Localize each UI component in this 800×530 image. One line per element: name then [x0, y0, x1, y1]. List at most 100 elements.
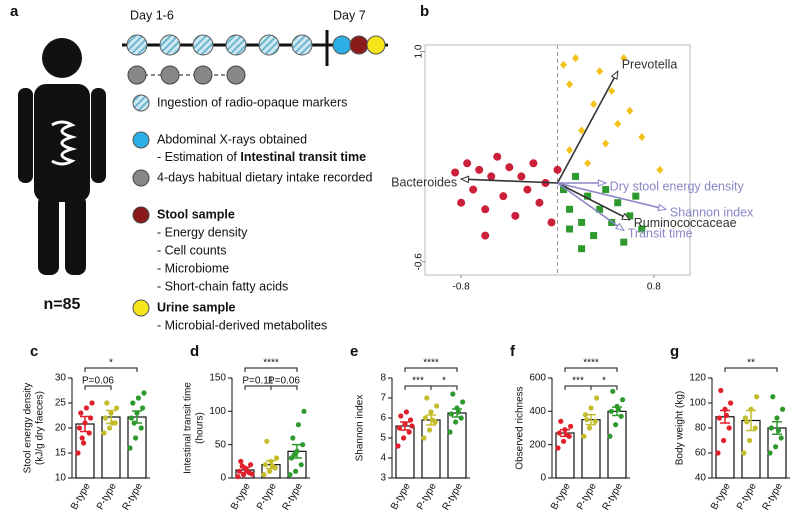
- point: [434, 403, 440, 409]
- legend-text: - Cell counts: [157, 243, 226, 257]
- y-tick-label: 3: [380, 473, 386, 484]
- point: [774, 415, 780, 421]
- point: [566, 225, 574, 233]
- point: [578, 126, 586, 135]
- point: [620, 238, 628, 246]
- point: [290, 435, 296, 441]
- point: [610, 388, 616, 394]
- point: [505, 163, 514, 172]
- point: [594, 395, 600, 401]
- bar: [395, 425, 415, 479]
- point: [401, 435, 407, 441]
- legend-text: - Estimation of: [157, 150, 240, 164]
- point: [403, 409, 409, 415]
- point: [587, 425, 593, 431]
- vector: [557, 182, 625, 231]
- y-tick-label: 600: [529, 373, 546, 384]
- significance-label: *: [109, 358, 113, 369]
- error-bar: [106, 409, 116, 425]
- point: [447, 429, 453, 435]
- point: [135, 395, 141, 401]
- point: [78, 410, 84, 416]
- x-tick-label: B-type: [709, 481, 733, 512]
- significance-label: *: [602, 376, 606, 387]
- panel-label: a: [10, 3, 19, 20]
- point: [140, 405, 146, 411]
- x-tick-label: P-type: [415, 481, 439, 512]
- legend-text: - Microbiome: [157, 261, 229, 275]
- point: [395, 443, 401, 449]
- significance-bracket: [430, 385, 458, 390]
- y-tick-label: 80: [695, 423, 707, 434]
- y-tick-label: 25: [55, 398, 67, 409]
- point: [752, 425, 758, 431]
- point: [298, 462, 304, 468]
- error-bar: [746, 409, 756, 432]
- point: [566, 80, 574, 89]
- point: [517, 172, 526, 181]
- point: [632, 192, 640, 200]
- legend-text: - Short-chain fatty acids: [157, 279, 288, 293]
- point: [584, 417, 590, 423]
- point: [607, 433, 613, 439]
- point: [427, 427, 433, 433]
- point: [301, 408, 307, 414]
- point: [428, 409, 434, 415]
- point: [529, 159, 538, 168]
- point: [450, 391, 456, 397]
- point: [716, 415, 723, 421]
- point: [578, 245, 586, 253]
- error-bar: [400, 421, 410, 431]
- point: [602, 139, 610, 148]
- point: [572, 54, 580, 63]
- point: [300, 442, 306, 448]
- point: [287, 472, 293, 478]
- error-bar: [586, 413, 596, 426]
- y-tick-label: 1.0: [414, 44, 425, 58]
- point: [768, 425, 775, 431]
- legend-text: - Microbial-derived metabolites: [157, 318, 327, 332]
- point: [409, 423, 415, 429]
- y-tick-label: 6: [380, 413, 386, 424]
- point: [235, 474, 241, 480]
- y-axis-label: (hours): [195, 412, 206, 444]
- person-silhouette: [18, 38, 106, 275]
- error-bar: [132, 410, 142, 424]
- y-tick-label: 100: [689, 398, 706, 409]
- error-bar: [720, 409, 730, 424]
- y-tick-label: 200: [529, 439, 546, 450]
- point: [133, 435, 139, 441]
- point: [130, 400, 136, 406]
- point: [463, 159, 472, 168]
- point: [590, 100, 598, 109]
- error-bar: [452, 408, 462, 418]
- panel-label: b: [420, 3, 429, 20]
- point: [249, 471, 255, 477]
- point: [568, 423, 574, 429]
- point: [453, 419, 459, 425]
- point: [261, 472, 267, 478]
- point: [83, 405, 89, 411]
- significance-bracket: [404, 367, 458, 372]
- vector: [557, 182, 667, 211]
- legend-text: Ingestion of radio-opaque markers: [157, 95, 347, 109]
- point: [620, 397, 626, 403]
- point: [581, 433, 587, 439]
- point: [264, 438, 270, 444]
- point: [596, 67, 604, 76]
- point: [744, 419, 750, 425]
- point: [138, 425, 144, 431]
- y-tick-label: 7: [380, 393, 386, 404]
- x-tick-label: R-type: [761, 481, 785, 512]
- y-tick-label: 0: [220, 473, 226, 484]
- significance-label: ****: [263, 358, 279, 369]
- vector: [557, 182, 631, 221]
- point: [614, 199, 622, 207]
- point: [295, 422, 301, 428]
- point: [561, 438, 567, 444]
- point: [81, 440, 87, 446]
- point: [547, 218, 556, 227]
- error-bar: [240, 466, 250, 474]
- point: [596, 205, 604, 213]
- sample-size: n=85: [44, 296, 81, 313]
